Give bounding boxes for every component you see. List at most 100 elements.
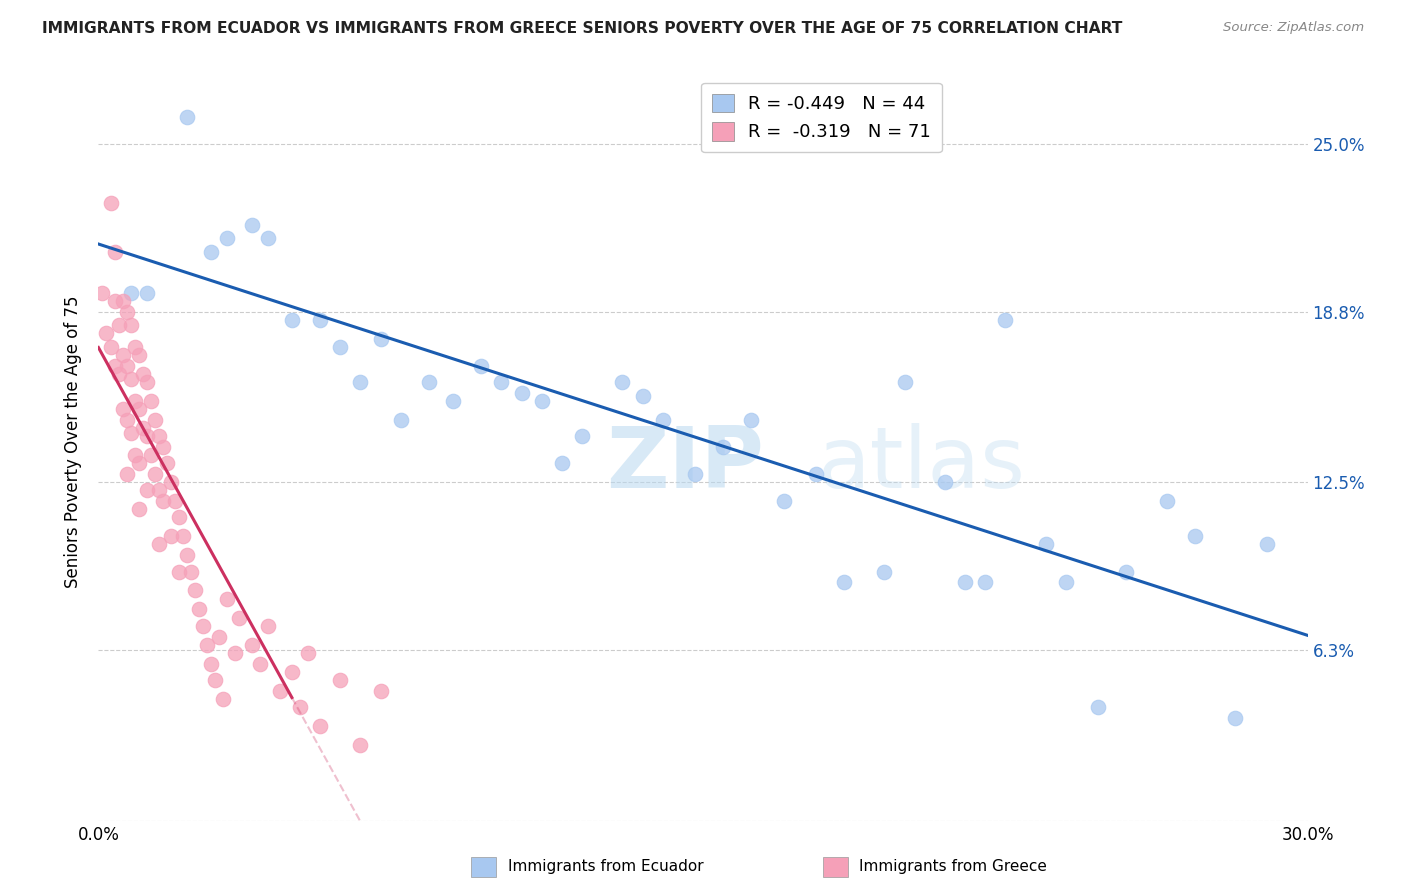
Point <box>111 293 134 308</box>
Point <box>571 429 593 443</box>
Point <box>349 738 371 752</box>
Point <box>281 312 304 326</box>
Point <box>510 385 533 400</box>
Point <box>132 367 155 381</box>
Point <box>256 231 278 245</box>
Y-axis label: Seniors Poverty Over the Age of 75: Seniors Poverty Over the Age of 75 <box>65 295 83 588</box>
Point <box>152 440 174 454</box>
Point <box>228 610 250 624</box>
Point <box>297 646 319 660</box>
Point <box>873 565 896 579</box>
Point <box>418 375 440 389</box>
Point <box>143 467 166 481</box>
Point <box>163 494 186 508</box>
Point <box>1087 699 1109 714</box>
Point <box>103 244 125 259</box>
Point <box>530 393 553 408</box>
Text: Immigrants from Ecuador: Immigrants from Ecuador <box>508 859 703 873</box>
Point <box>224 646 246 660</box>
Point <box>139 448 162 462</box>
Point <box>107 318 129 332</box>
Point <box>152 494 174 508</box>
Point <box>1184 529 1206 543</box>
Point <box>128 348 150 362</box>
Point <box>309 312 332 326</box>
Point <box>329 673 352 687</box>
Point <box>184 583 207 598</box>
Point <box>309 719 332 733</box>
Point <box>195 638 218 652</box>
Point <box>188 602 211 616</box>
Point <box>711 440 734 454</box>
Point <box>148 429 170 443</box>
Text: IMMIGRANTS FROM ECUADOR VS IMMIGRANTS FROM GREECE SENIORS POVERTY OVER THE AGE O: IMMIGRANTS FROM ECUADOR VS IMMIGRANTS FR… <box>42 21 1122 37</box>
Point <box>91 285 114 300</box>
Point <box>204 673 226 687</box>
Point <box>103 293 125 308</box>
Point <box>249 657 271 671</box>
Point <box>160 529 183 543</box>
Point <box>1054 575 1077 590</box>
Point <box>135 375 157 389</box>
Point <box>100 196 122 211</box>
Point <box>288 699 311 714</box>
Point <box>200 657 222 671</box>
Point <box>1035 537 1057 551</box>
Point <box>115 413 138 427</box>
Point <box>1256 537 1278 551</box>
Point <box>200 244 222 259</box>
Point <box>139 393 162 408</box>
Point <box>176 110 198 124</box>
Legend: R = -0.449   N = 44, R =  -0.319   N = 71: R = -0.449 N = 44, R = -0.319 N = 71 <box>702 83 942 153</box>
Point <box>128 502 150 516</box>
Point <box>212 691 235 706</box>
Point <box>612 375 634 389</box>
Text: Immigrants from Greece: Immigrants from Greece <box>859 859 1047 873</box>
Point <box>167 510 190 524</box>
Point <box>115 467 138 481</box>
Point <box>132 421 155 435</box>
Point <box>208 630 231 644</box>
Point <box>107 367 129 381</box>
Point <box>631 388 654 402</box>
Point <box>389 413 412 427</box>
Point <box>329 340 352 354</box>
Point <box>804 467 827 481</box>
Point <box>551 456 574 470</box>
Point <box>156 456 179 470</box>
Point <box>994 312 1017 326</box>
Point <box>103 359 125 373</box>
Text: atlas: atlas <box>818 423 1026 506</box>
Point <box>893 375 915 389</box>
Point <box>953 575 976 590</box>
Point <box>349 375 371 389</box>
Point <box>100 340 122 354</box>
Point <box>370 683 392 698</box>
Point <box>160 475 183 490</box>
Point <box>974 575 997 590</box>
Point <box>124 393 146 408</box>
Point <box>120 285 142 300</box>
Point <box>124 448 146 462</box>
Point <box>120 372 142 386</box>
Point <box>832 575 855 590</box>
Point <box>256 618 278 632</box>
Text: Source: ZipAtlas.com: Source: ZipAtlas.com <box>1223 21 1364 35</box>
Point <box>148 537 170 551</box>
Point <box>683 467 706 481</box>
Point <box>115 359 138 373</box>
Point <box>128 402 150 417</box>
Point <box>1156 494 1178 508</box>
Point <box>651 413 673 427</box>
Point <box>217 591 239 606</box>
Point <box>128 456 150 470</box>
Point <box>441 393 464 408</box>
Point <box>491 375 513 389</box>
Point <box>96 326 118 341</box>
Point <box>193 618 215 632</box>
Point <box>934 475 956 490</box>
Point <box>269 683 291 698</box>
Point <box>1223 711 1246 725</box>
Point <box>135 483 157 498</box>
Point <box>135 285 157 300</box>
